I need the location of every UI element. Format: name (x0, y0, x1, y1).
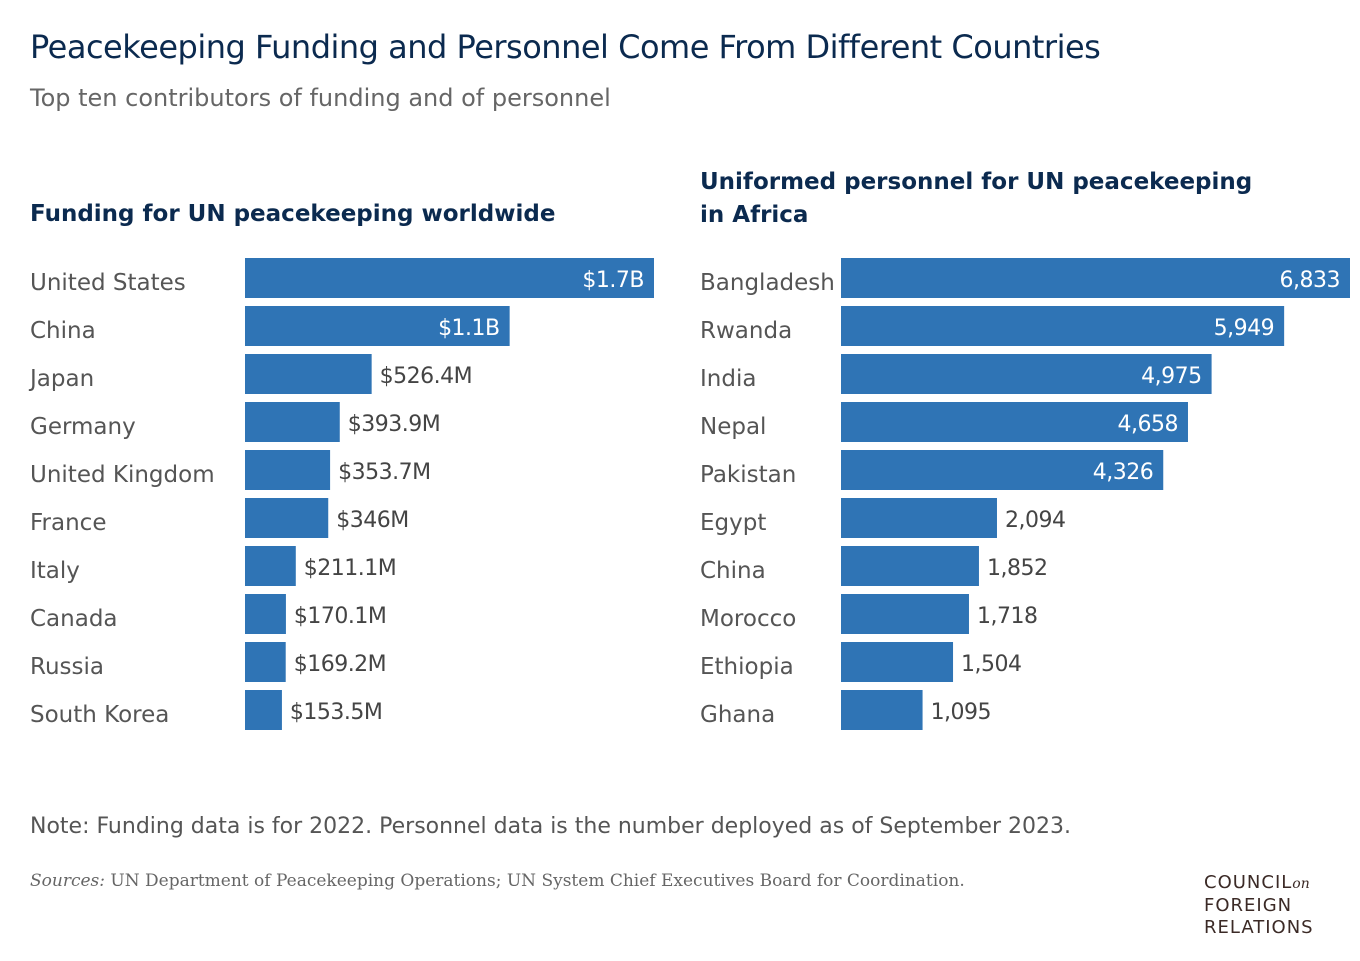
sources: Sources: UN Department of Peacekeeping O… (30, 871, 965, 891)
funding-bar (245, 450, 331, 490)
personnel-bar (841, 498, 997, 538)
personnel-value-label: 4,326 (1093, 460, 1153, 485)
funding-bar (245, 690, 282, 730)
personnel-category-label: Ethiopia (700, 654, 794, 680)
personnel-category-label: Rwanda (700, 318, 792, 344)
funding-category-label: United Kingdom (30, 462, 215, 488)
note: Note: Funding data is for 2022. Personne… (30, 814, 1071, 839)
page-subtitle: Top ten contributors of funding and of p… (30, 84, 611, 112)
funding-category-label: Canada (30, 606, 118, 632)
funding-bar (245, 498, 329, 538)
personnel-value-label: 6,833 (1280, 268, 1340, 293)
funding-category-label: France (30, 510, 106, 536)
personnel-value-label: 1,852 (987, 556, 1047, 581)
personnel-value-label: 4,975 (1141, 364, 1201, 389)
personnel-bar (841, 690, 923, 730)
personnel-value-label: 1,504 (961, 652, 1021, 677)
personnel-value-label: 5,949 (1214, 316, 1274, 341)
personnel-value-label: 4,658 (1117, 412, 1177, 437)
funding-value-label: $211.1M (304, 556, 396, 581)
personnel-category-label: Egypt (700, 510, 766, 536)
sources-text: UN Department of Peacekeeping Operations… (105, 871, 965, 891)
personnel-category-label: Bangladesh (700, 270, 835, 296)
funding-value-label: $1.1B (438, 316, 500, 341)
cfr-logo: COUNCILon FOREIGN RELATIONS (1204, 872, 1314, 938)
funding-bar (245, 402, 340, 442)
personnel-bar (841, 402, 1188, 442)
funding-category-label: Germany (30, 414, 136, 440)
funding-bar (245, 354, 372, 394)
funding-bar (245, 642, 286, 682)
funding-bar (245, 306, 510, 346)
funding-bar (245, 594, 286, 634)
funding-category-label: United States (30, 270, 186, 296)
personnel-category-label: Ghana (700, 702, 775, 728)
personnel-bar (841, 354, 1212, 394)
funding-value-label: $393.9M (348, 412, 440, 437)
personnel-category-label: India (700, 366, 756, 392)
funding-bar (245, 258, 654, 298)
personnel-bar (841, 450, 1164, 490)
personnel-category-label: Nepal (700, 414, 766, 440)
personnel-bar (841, 594, 969, 634)
personnel-category-label: Pakistan (700, 462, 796, 488)
funding-value-label: $353.7M (338, 460, 430, 485)
funding-category-label: South Korea (30, 702, 169, 728)
funding-category-label: China (30, 318, 96, 344)
personnel-chart-title: Uniformed personnel for UN peacekeeping … (700, 169, 1253, 228)
personnel-value-label: 1,095 (931, 700, 991, 725)
funding-value-label: $170.1M (294, 604, 386, 629)
personnel-bar (841, 642, 954, 682)
personnel-category-label: China (700, 558, 766, 584)
personnel-value-label: 2,094 (1005, 508, 1065, 533)
page-title: Peacekeeping Funding and Personnel Come … (30, 28, 1101, 66)
funding-category-label: Russia (30, 654, 104, 680)
funding-value-label: $346M (336, 508, 408, 533)
personnel-category-label: Morocco (700, 606, 796, 632)
personnel-bar (841, 258, 1350, 298)
funding-category-label: Japan (28, 366, 94, 392)
funding-chart-title: Funding for UN peacekeeping worldwide (30, 201, 556, 227)
personnel-value-label: 1,718 (977, 604, 1037, 629)
personnel-bar (841, 546, 979, 586)
funding-value-label: $153.5M (290, 700, 382, 725)
funding-value-label: $1.7B (582, 268, 644, 293)
sources-label: Sources: (30, 871, 105, 891)
funding-category-label: Italy (30, 558, 80, 584)
funding-bar (245, 546, 296, 586)
funding-value-label: $169.2M (294, 652, 386, 677)
personnel-bar (841, 306, 1285, 346)
funding-value-label: $526.4M (380, 364, 472, 389)
